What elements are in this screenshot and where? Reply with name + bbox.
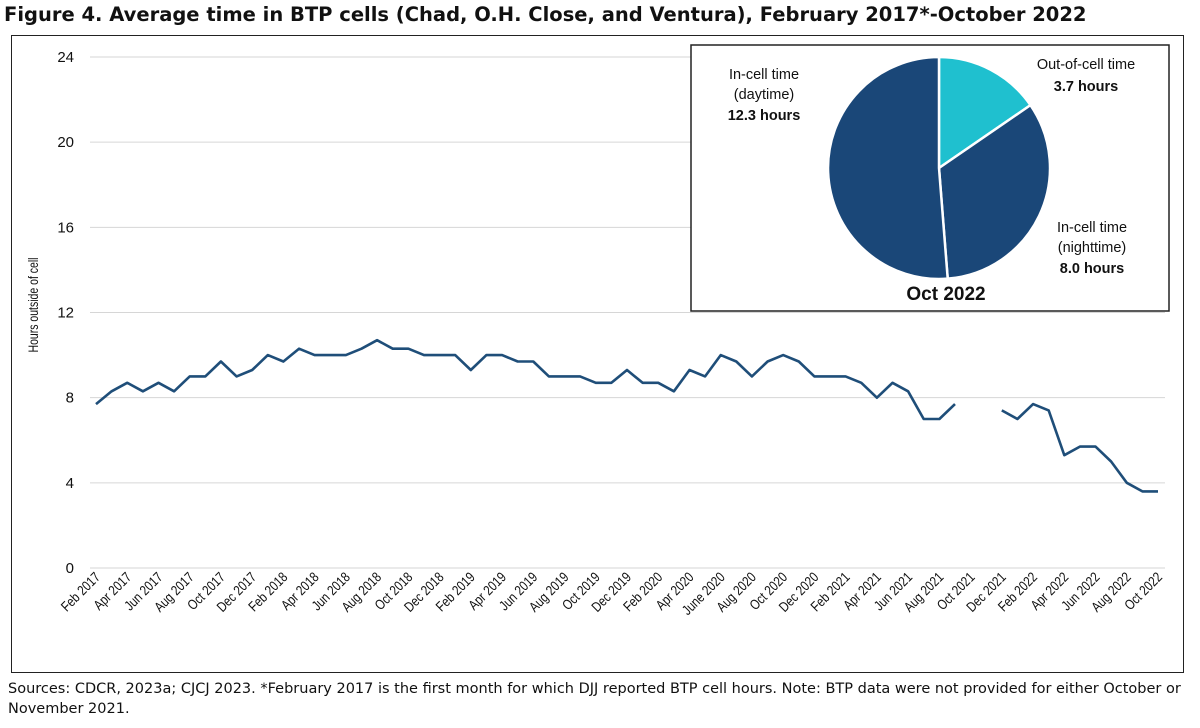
pie-slice-0 — [937, 55, 1033, 171]
pie-label-out-of-cell-name: Out-of-cell time — [1037, 57, 1135, 73]
series-line-segment — [95, 338, 956, 421]
pie-inset: Oct 2022 Out-of-cell time 3.7 hours In-c… — [690, 44, 1170, 312]
y-tick-label: 8 — [66, 390, 74, 407]
y-tick-label: 16 — [57, 219, 74, 236]
series-line — [95, 338, 1158, 493]
figure-title: Figure 4. Average time in BTP cells (Cha… — [4, 3, 1087, 26]
pie-label-out-of-cell-value: 3.7 hours — [1054, 79, 1118, 95]
series-line-segment — [1001, 402, 1158, 493]
source-note: Sources: CDCR, 2023a; CJCJ 2023. *Februa… — [8, 681, 1181, 717]
y-tick-label: 0 — [66, 560, 74, 577]
pie-label-daytime-line2: (daytime) — [734, 87, 794, 103]
y-tick-labels: 0 4 8 12 16 20 24 — [57, 49, 74, 577]
pie-label-daytime-line1: In-cell time — [729, 67, 799, 83]
pie-label-nighttime-line1: In-cell time — [1057, 220, 1127, 236]
y-tick-label: 12 — [57, 305, 74, 322]
chart-frame — [11, 35, 1184, 673]
pie-slice-1 — [937, 103, 1052, 281]
pie-label-nighttime-value: 8.0 hours — [1060, 261, 1124, 277]
y-tick-label: 20 — [57, 134, 74, 151]
pie-label-daytime: In-cell time (daytime) 12.3 hours — [728, 67, 801, 124]
pie-label-out-of-cell: Out-of-cell time 3.7 hours — [1037, 57, 1135, 95]
y-tick-label: 4 — [66, 475, 74, 492]
y-axis-label: Hours outside of cell — [26, 257, 42, 352]
pie-title: Oct 2022 — [906, 284, 985, 305]
pie-label-daytime-value: 12.3 hours — [728, 108, 801, 124]
y-tick-label: 24 — [57, 49, 74, 66]
pie-slices — [826, 55, 1052, 281]
pie-label-nighttime: In-cell time (nighttime) 8.0 hours — [1057, 220, 1127, 277]
pie-slice-2 — [826, 55, 950, 281]
pie-label-nighttime-line2: (nighttime) — [1058, 240, 1127, 256]
